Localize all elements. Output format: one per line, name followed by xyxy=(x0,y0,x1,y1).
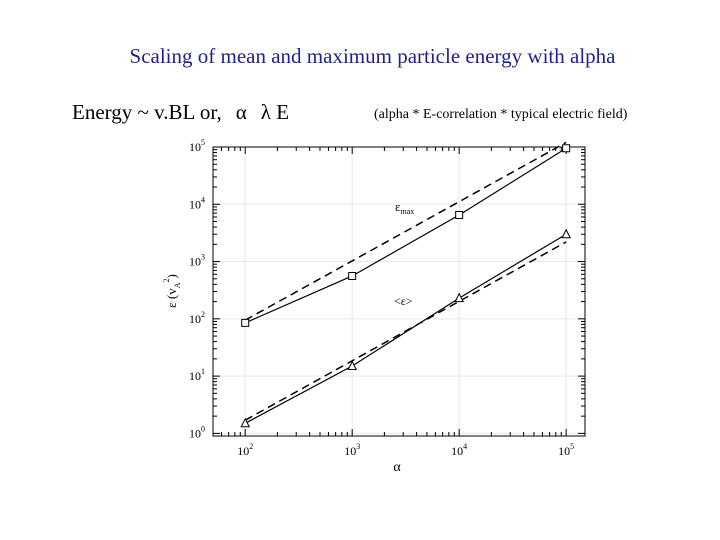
fit-line xyxy=(244,241,567,421)
plot-frame xyxy=(212,146,586,437)
slide-title: Scaling of mean and maximum particle ene… xyxy=(129,44,616,68)
y-tick-label: 102 xyxy=(189,310,205,326)
y-tick-label: 104 xyxy=(189,195,205,211)
formula-or: or, xyxy=(199,100,222,124)
x-axis-label: α xyxy=(393,460,401,475)
series-label-emax: εmax xyxy=(395,199,414,216)
series-line xyxy=(244,147,567,324)
y-axis-label: ε (vA2) xyxy=(162,274,182,308)
square-marker xyxy=(348,271,357,280)
fit-line xyxy=(244,141,567,321)
triangle-marker xyxy=(240,417,251,428)
formula-left: Energy ~ v.BL xyxy=(72,100,195,124)
chart-grid xyxy=(213,146,585,436)
square-marker xyxy=(241,318,250,327)
triangle-marker xyxy=(454,292,464,303)
data-series xyxy=(240,144,571,428)
fit-lines xyxy=(244,141,567,421)
x-tick-label: 102 xyxy=(237,442,253,458)
energy-formula: Energy ~ v.BL or, α λ E xyxy=(72,100,289,125)
square-marker xyxy=(455,210,464,219)
formula-note: (alpha * E-correlation * typical electri… xyxy=(374,107,628,122)
chart-ticks xyxy=(212,146,585,436)
triangle-marker xyxy=(561,228,571,239)
x-tick-label: 105 xyxy=(558,442,574,458)
formula-lambda: λ xyxy=(260,100,271,124)
formula-e: E xyxy=(276,100,290,124)
y-tick-label: 105 xyxy=(189,138,205,154)
series-label-emean: <ε> xyxy=(394,294,413,308)
y-tick-label: 100 xyxy=(189,424,205,440)
y-tick-label: 101 xyxy=(189,367,205,383)
x-tick-label: 104 xyxy=(451,442,467,458)
triangle-marker xyxy=(347,360,357,371)
chart-labels: 102 103 104 105 100 101 102 103 104 105 εmax <ε> α ε … xyxy=(162,138,574,475)
series-line xyxy=(244,233,567,424)
x-tick-label: 103 xyxy=(344,442,360,458)
square-marker xyxy=(562,144,571,153)
y-tick-label: 103 xyxy=(189,253,205,269)
formula-alpha: α xyxy=(235,100,247,124)
